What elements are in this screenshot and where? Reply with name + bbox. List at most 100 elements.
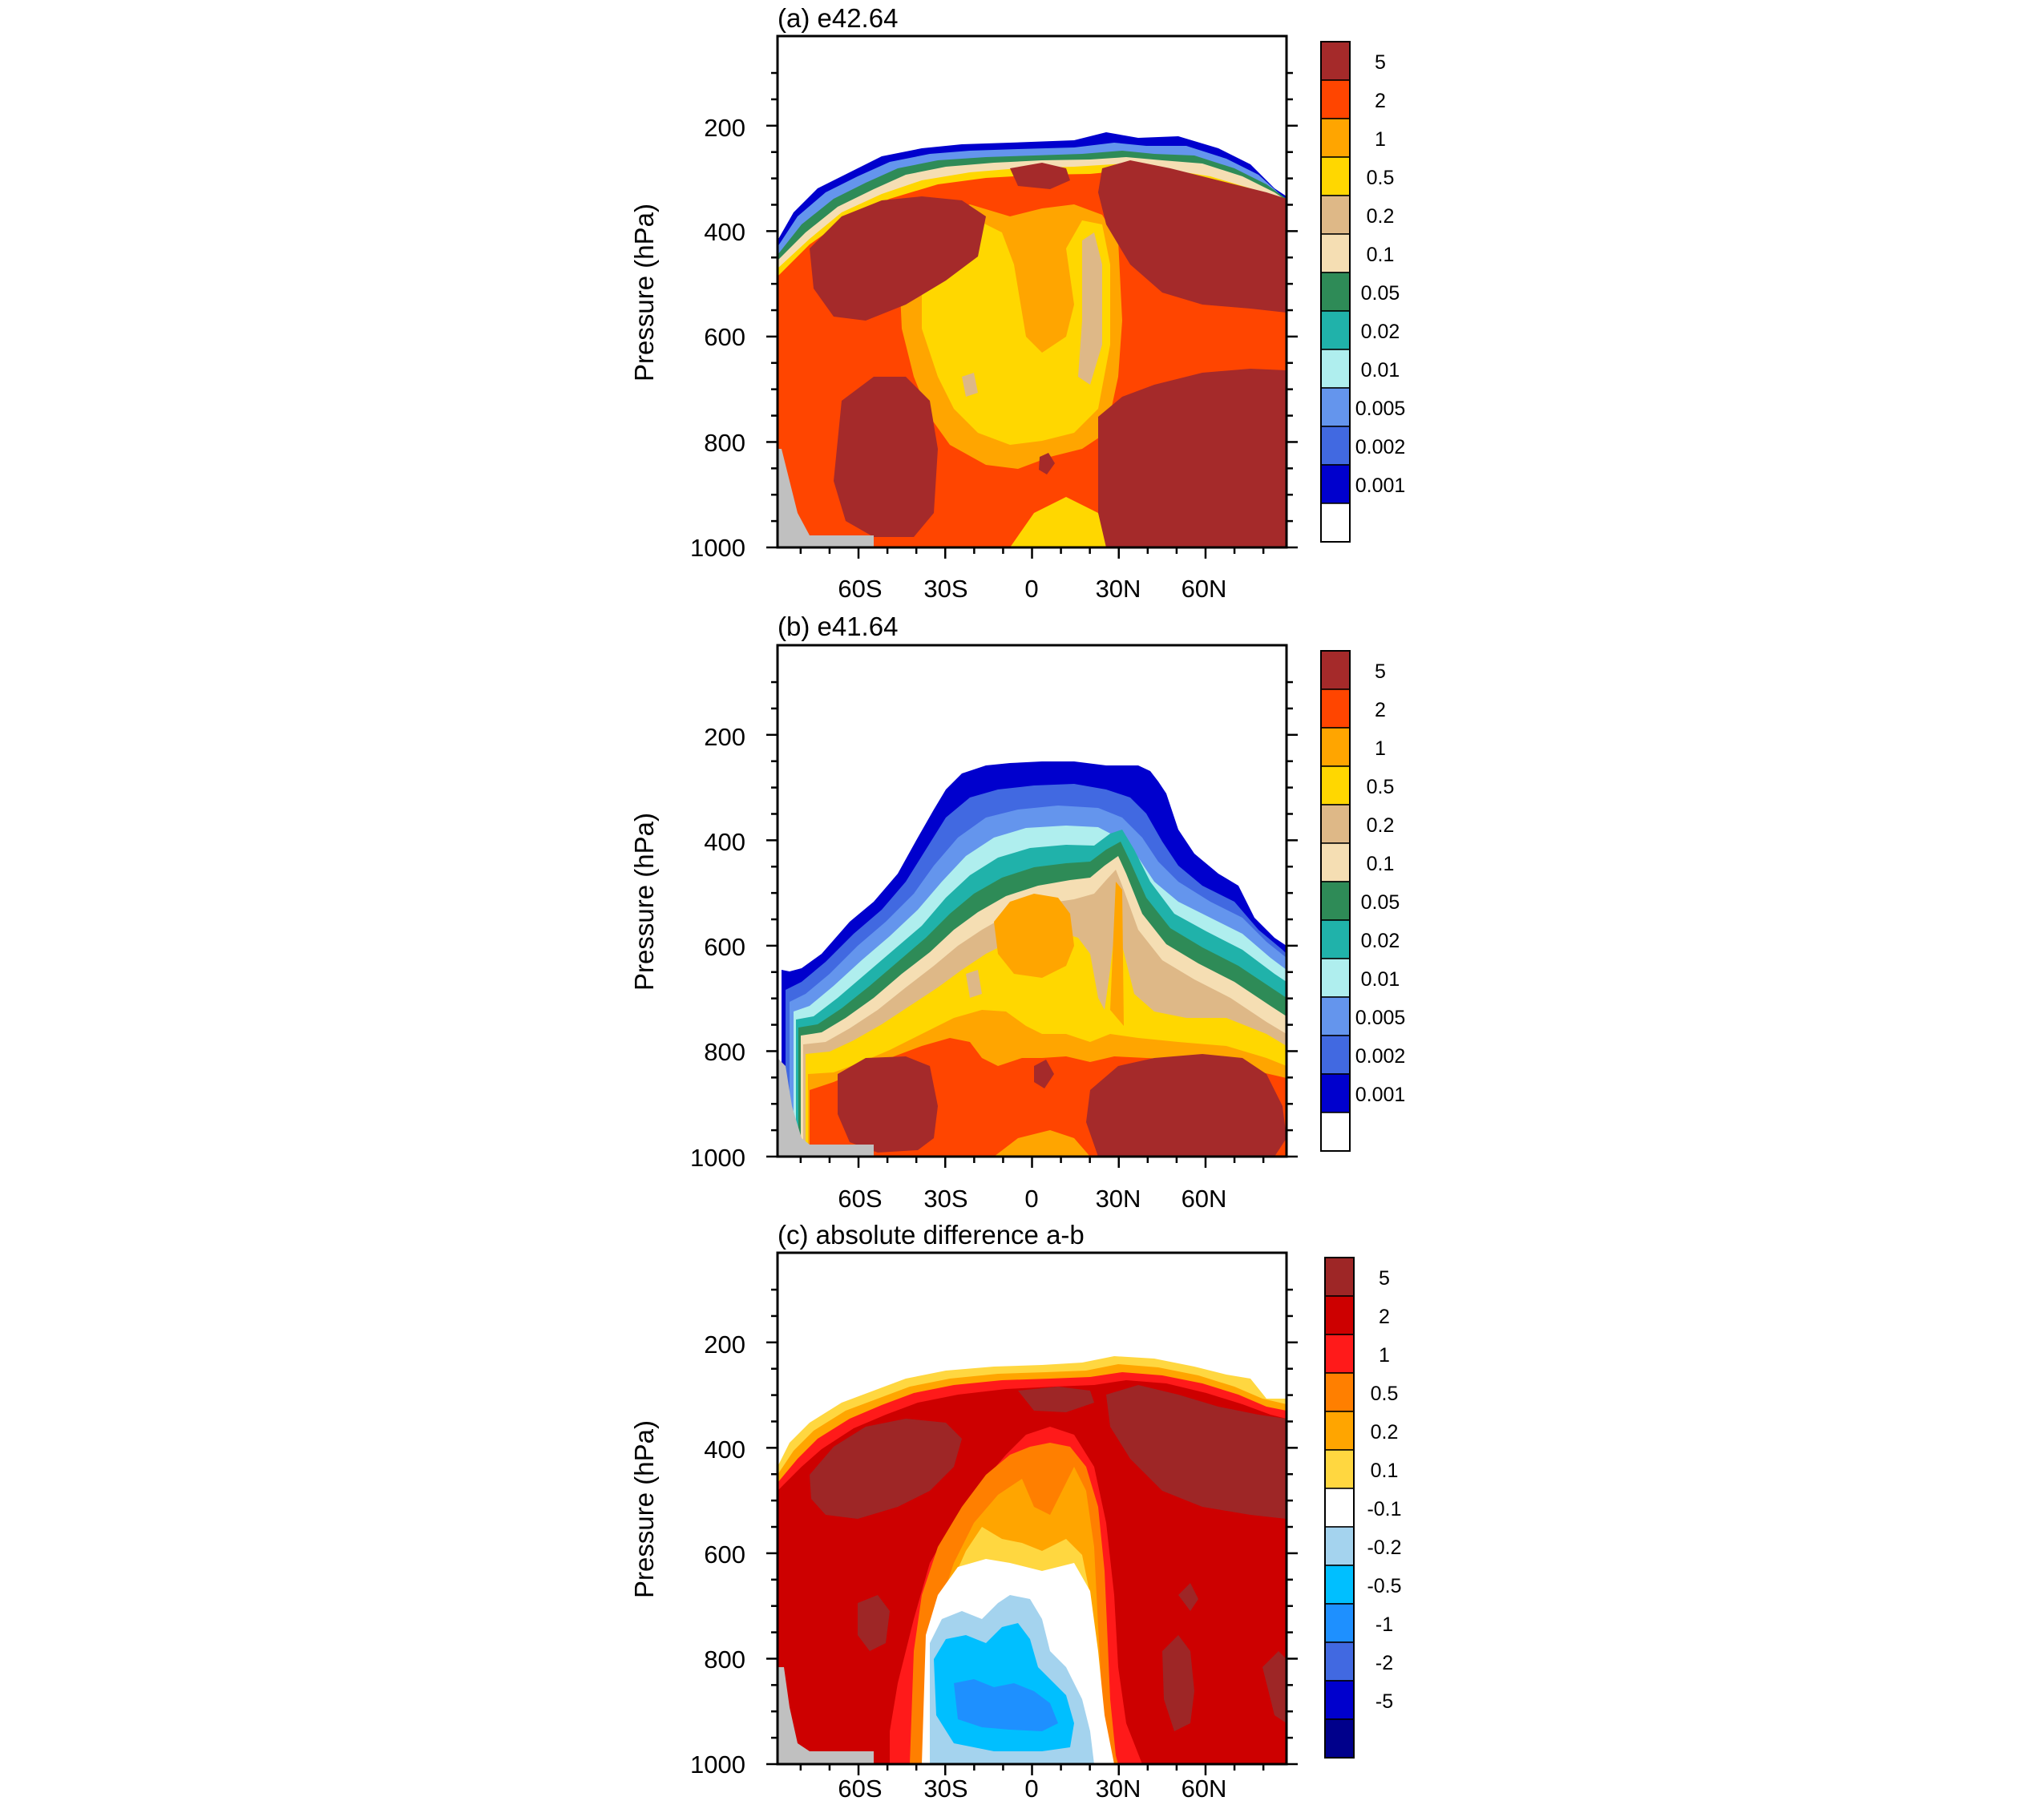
panel-c-ylabel: Pressure (hPa): [629, 1420, 659, 1598]
colorbar-box: [1320, 958, 1351, 998]
colorbar-label: -1: [1375, 1613, 1393, 1636]
colorbar-label: 0.5: [1371, 1383, 1399, 1405]
colorbar-box: [1324, 1641, 1355, 1682]
panel-c-tickmarks: [766, 1288, 1298, 1775]
colorbar-box: [1320, 464, 1351, 504]
panel-a-fill-5-d: [834, 377, 938, 537]
colorbar-box: [1320, 1112, 1351, 1152]
panel-b-contours: [778, 761, 1287, 1157]
panel-a-title: (a) e42.64: [778, 3, 898, 33]
panel-c-xtick-0: 0: [1024, 1775, 1038, 1803]
panel-b-missing: [778, 1058, 874, 1157]
panel-c-xtick-60S: 60S: [838, 1775, 882, 1803]
panel-c-missing: [778, 1667, 874, 1764]
colorbar-box: [1320, 41, 1351, 81]
colorbar-box: [1320, 765, 1351, 806]
panel-b-fill-0.5-spot: [966, 970, 982, 998]
colorbar-box: [1320, 1073, 1351, 1113]
colorbar-label: 5: [1375, 660, 1386, 683]
colorbar-label: 1: [1375, 128, 1386, 151]
panel-c-ytick-1000: 1000: [690, 1750, 745, 1779]
panel-c-fill-5-c: [1106, 1385, 1287, 1519]
colorbar-box: [1320, 650, 1351, 690]
panel-c-title: (c) absolute difference a-b: [778, 1220, 1085, 1250]
colorbar-box: [1324, 1295, 1355, 1335]
colorbar-label: 0.1: [1371, 1460, 1399, 1482]
colorbar-label: 0.02: [1361, 321, 1400, 343]
panel-b-xtick-0: 0: [1024, 1185, 1038, 1213]
colorbar-label: 1: [1375, 737, 1386, 760]
panel-b-ytick-1000: 1000: [690, 1144, 745, 1172]
colorbar-label: 0.1: [1367, 244, 1395, 266]
panel-c-ytick-400: 400: [704, 1436, 745, 1464]
panel-a-fill-0.2-center: [1078, 232, 1102, 385]
panel-a-missing: [778, 449, 874, 547]
colorbar-box: [1320, 233, 1351, 273]
panel-c-ytick-600: 600: [704, 1541, 745, 1569]
panel-b-fill-5-a: [838, 1056, 938, 1153]
panel-a-xtick-60S: 60S: [838, 575, 882, 603]
panel-a-fill-5-spot: [1039, 453, 1055, 474]
colorbar-box: [1320, 996, 1351, 1036]
colorbar-label: 0.5: [1367, 776, 1395, 798]
panel-c-fill-5-f: [1262, 1651, 1287, 1723]
colorbar-label: 0.02: [1361, 930, 1400, 952]
panel-c-xtick-60N: 60N: [1182, 1775, 1227, 1803]
panel-b-fill-1-center: [994, 894, 1074, 978]
panel-b-fill-5-spot: [1034, 1060, 1054, 1088]
colorbar-label: 2: [1379, 1306, 1390, 1328]
panel-b: (b) e41.64 200 400 600 800: [629, 612, 1405, 1213]
panel-b-ylabel: Pressure (hPa): [629, 813, 659, 991]
panel-c-xaxis: 60S 30S 0 30N 60N: [838, 1775, 1226, 1803]
panel-a-ytick-600: 600: [704, 323, 745, 351]
panel-c-fill-neg0.5: [954, 1679, 1058, 1731]
colorbar-box: [1320, 387, 1351, 427]
panel-c-xtick-30S: 30S: [923, 1775, 967, 1803]
panel-a-ytick-200: 200: [704, 114, 745, 142]
colorbar-box: [1320, 881, 1351, 921]
panel-a-xtick-30S: 30S: [923, 575, 967, 603]
panel-b-xtick-30S: 30S: [923, 1185, 967, 1213]
colorbar-label: 0.05: [1361, 891, 1400, 914]
panel-b-colorbar: 5 2 1 0.5 0.2 0.1 0.05 0.02 0.01 0.005 0.002 0.001: [1320, 650, 1406, 1152]
colorbar-box: [1320, 503, 1351, 543]
colorbar-label: 0.005: [1355, 1007, 1406, 1029]
colorbar-label: 0.002: [1355, 1045, 1406, 1068]
panel-c-yaxis: 200 400 600 800 1000: [690, 1331, 745, 1779]
panel-b-fill-5-b: [1086, 1054, 1287, 1157]
colorbar-label: 0.001: [1355, 474, 1406, 497]
panel-b-xtick-60S: 60S: [838, 1185, 882, 1213]
colorbar-box: [1320, 688, 1351, 729]
panel-b-ytick-200: 200: [704, 723, 745, 751]
colorbar-label: 0.01: [1361, 968, 1400, 991]
panel-a-ytick-800: 800: [704, 429, 745, 457]
panel-a-xtick-60N: 60N: [1182, 575, 1227, 603]
colorbar-box: [1324, 1488, 1355, 1528]
colorbar-label: -0.1: [1367, 1498, 1401, 1520]
panel-b-fill-2-streak: [1110, 882, 1124, 1026]
colorbar-box: [1324, 1603, 1355, 1643]
colorbar-frame: [1324, 1257, 1355, 1759]
colorbar-label: 2: [1375, 90, 1386, 112]
colorbar-box: [1320, 310, 1351, 350]
colorbar-label: 0.2: [1367, 814, 1395, 837]
colorbar-label: 0.2: [1371, 1421, 1399, 1444]
colorbar-box: [1320, 349, 1351, 389]
panel-b-xaxis: 60S 30S 0 30N 60N: [838, 1185, 1226, 1213]
colorbar-box: [1320, 426, 1351, 466]
panel-c-contours: [778, 1356, 1287, 1764]
panel-a: (a) e42.64 200 400 600 800 1000: [629, 3, 1405, 603]
panel-a-yaxis: 200 400 600 800 1000: [690, 114, 745, 562]
colorbar-box: [1324, 1411, 1355, 1451]
panel-a-fill-5-a: [810, 196, 986, 321]
colorbar-label: -5: [1375, 1690, 1393, 1713]
colorbar-box: [1324, 1449, 1355, 1489]
colorbar-box: [1324, 1718, 1355, 1759]
panel-a-ytick-1000: 1000: [690, 534, 745, 562]
panel-a-fill-5-c: [1098, 160, 1287, 313]
colorbar-box: [1320, 919, 1351, 959]
colorbar-box: [1324, 1526, 1355, 1566]
panel-a-ytick-400: 400: [704, 218, 745, 246]
colorbar-box: [1324, 1257, 1355, 1297]
